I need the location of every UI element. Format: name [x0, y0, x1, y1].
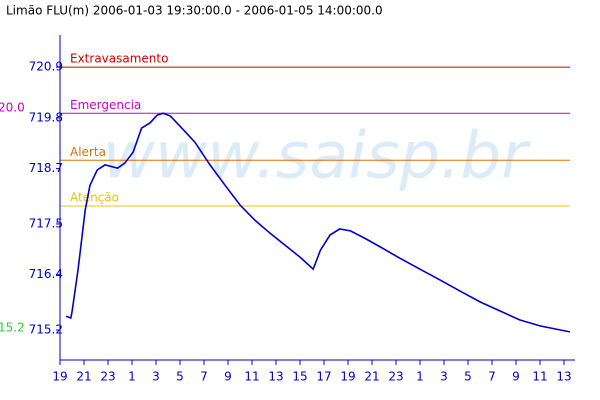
x-tick-label: 11: [532, 370, 547, 384]
y-tick-label: 719.8: [29, 110, 63, 124]
x-tick-label: 21: [364, 370, 379, 384]
x-tick-label: 19: [340, 370, 355, 384]
x-tick-label: 3: [440, 370, 448, 384]
x-tick-label: 7: [488, 370, 496, 384]
x-tick-label: 15: [292, 370, 307, 384]
watermark: www.saisp.br: [103, 120, 532, 194]
y-tick-label: 720.9: [29, 60, 63, 74]
x-tick-label: 11: [244, 370, 259, 384]
x-tick-label: 17: [316, 370, 331, 384]
side-label: 15.2: [0, 321, 25, 335]
y-tick-label: 715.2: [29, 323, 63, 337]
x-tick-label: 3: [152, 370, 160, 384]
x-tick-label: 1: [416, 370, 424, 384]
x-tick-label: 1: [128, 370, 136, 384]
x-tick-label: 21: [76, 370, 91, 384]
x-tick-label: 7: [200, 370, 208, 384]
y-tick-label: 717.5: [29, 216, 63, 230]
x-tick-label: 5: [176, 370, 184, 384]
threshold-label: Atenção: [70, 190, 119, 204]
threshold-label: Extravasamento: [70, 52, 168, 66]
y-tick-label: 716.4: [29, 267, 63, 281]
threshold-label: Emergencia: [70, 98, 141, 112]
threshold-label: Alerta: [70, 145, 106, 159]
chart-title: Limão FLU(m) 2006-01-03 19:30:00.0 - 200…: [6, 4, 383, 18]
y-tick-label: 718.7: [29, 161, 63, 175]
x-tick-label: 9: [512, 370, 520, 384]
x-tick-label: 9: [224, 370, 232, 384]
x-tick-label: 13: [556, 370, 571, 384]
side-label: 20.0: [0, 101, 25, 115]
x-tick-label: 23: [388, 370, 403, 384]
x-tick-label: 19: [52, 370, 67, 384]
x-tick-label: 5: [464, 370, 472, 384]
x-tick-label: 23: [100, 370, 115, 384]
x-tick-label: 13: [268, 370, 283, 384]
data-line: [65, 112, 571, 333]
